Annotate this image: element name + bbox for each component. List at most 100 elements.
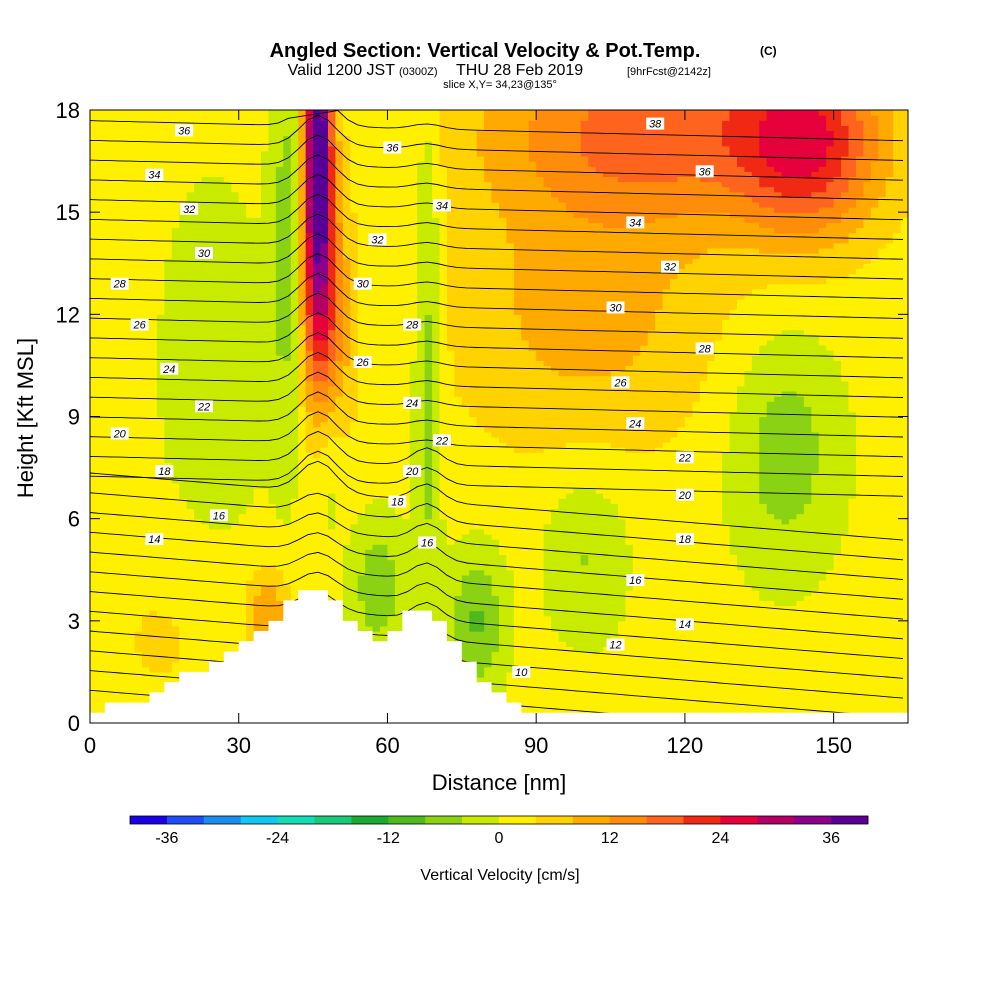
velocity-cell: [216, 360, 225, 367]
velocity-cell: [335, 380, 344, 387]
velocity-cell: [305, 360, 314, 367]
velocity-cell: [104, 385, 113, 392]
velocity-cell: [365, 518, 374, 525]
velocity-cell: [142, 697, 151, 704]
velocity-cell: [90, 447, 99, 453]
velocity-cell: [179, 641, 188, 647]
velocity-cell: [275, 426, 284, 433]
velocity-cell: [97, 166, 106, 172]
velocity-cell: [134, 150, 143, 157]
velocity-cell: [327, 217, 336, 223]
velocity-cell: [305, 375, 314, 382]
velocity-cell: [97, 304, 106, 310]
velocity-cell: [208, 212, 218, 218]
velocity-cell: [283, 462, 292, 469]
velocity-cell: [261, 253, 270, 259]
velocity-cell: [216, 181, 225, 188]
velocity-cell: [104, 431, 113, 438]
velocity-cell: [305, 196, 314, 203]
velocity-cell: [186, 186, 195, 193]
velocity-cell: [194, 457, 203, 464]
velocity-cell: [365, 442, 374, 448]
velocity-cell: [90, 375, 99, 382]
velocity-cell: [290, 431, 299, 438]
velocity-cell: [223, 130, 232, 137]
velocity-cell: [290, 579, 299, 586]
velocity-cell: [253, 334, 262, 341]
velocity-cell: [268, 273, 277, 280]
velocity-cell: [171, 513, 180, 520]
velocity-cell: [261, 452, 270, 458]
velocity-cell: [290, 482, 299, 489]
velocity-cell: [127, 150, 136, 157]
velocity-cell: [290, 110, 299, 116]
velocity-cell: [246, 477, 255, 484]
velocity-cell: [127, 396, 136, 402]
velocity-cell: [134, 365, 143, 372]
velocity-cell: [320, 549, 329, 556]
velocity-cell: [186, 385, 195, 392]
velocity-cell: [90, 181, 99, 188]
velocity-cell: [142, 682, 151, 688]
velocity-cell: [342, 421, 351, 428]
velocity-cell: [97, 590, 106, 596]
velocity-cell: [171, 247, 180, 254]
velocity-cell: [164, 212, 173, 218]
velocity-cell: [142, 498, 151, 504]
velocity-cell: [327, 268, 336, 275]
velocity-cell: [246, 329, 255, 336]
velocity-cell: [119, 186, 128, 193]
velocity-cell: [112, 508, 121, 515]
velocity-cell: [186, 549, 195, 556]
velocity-cell: [97, 135, 106, 142]
velocity-cell: [327, 426, 336, 433]
velocity-cell: [253, 355, 262, 361]
velocity-cell: [179, 140, 188, 147]
velocity-cell: [335, 457, 344, 464]
velocity-cell: [253, 155, 262, 162]
velocity-cell: [97, 513, 106, 520]
velocity-cell: [231, 222, 240, 229]
velocity-cell: [156, 145, 165, 152]
velocity-cell: [171, 677, 180, 683]
velocity-cell: [268, 447, 277, 453]
velocity-cell: [350, 161, 359, 167]
velocity-cell: [216, 380, 225, 387]
velocity-cell: [223, 416, 232, 423]
velocity-cell: [275, 605, 284, 612]
velocity-cell: [231, 232, 240, 239]
velocity-cell: [350, 171, 359, 178]
velocity-cell: [394, 452, 403, 458]
velocity-cell: [142, 452, 151, 458]
velocity-cell: [171, 493, 180, 499]
velocity-cell: [119, 222, 128, 229]
velocity-cell: [365, 288, 374, 295]
velocity-cell: [149, 682, 158, 688]
velocity-cell: [216, 615, 225, 622]
velocity-cell: [156, 488, 165, 494]
velocity-cell: [238, 493, 247, 499]
velocity-cell: [261, 247, 270, 254]
velocity-cell: [164, 569, 173, 576]
velocity-cell: [119, 406, 128, 412]
velocity-cell: [357, 155, 366, 162]
velocity-cell: [179, 457, 188, 464]
velocity-cell: [365, 508, 374, 515]
velocity-cell: [186, 641, 195, 647]
velocity-cell: [112, 135, 121, 142]
velocity-cell: [380, 161, 389, 167]
velocity-cell: [313, 426, 322, 433]
velocity-cell: [156, 288, 165, 295]
velocity-cell: [335, 528, 344, 535]
velocity-cell: [246, 196, 255, 203]
velocity-cell: [134, 406, 143, 412]
velocity-cell: [238, 237, 247, 244]
velocity-cell: [186, 615, 195, 622]
velocity-cell: [327, 273, 336, 280]
velocity-cell: [320, 293, 329, 300]
velocity-cell: [305, 396, 314, 402]
velocity-cell: [112, 503, 121, 510]
velocity-cell: [261, 355, 270, 361]
velocity-cell: [134, 247, 143, 254]
velocity-cell: [171, 436, 180, 443]
